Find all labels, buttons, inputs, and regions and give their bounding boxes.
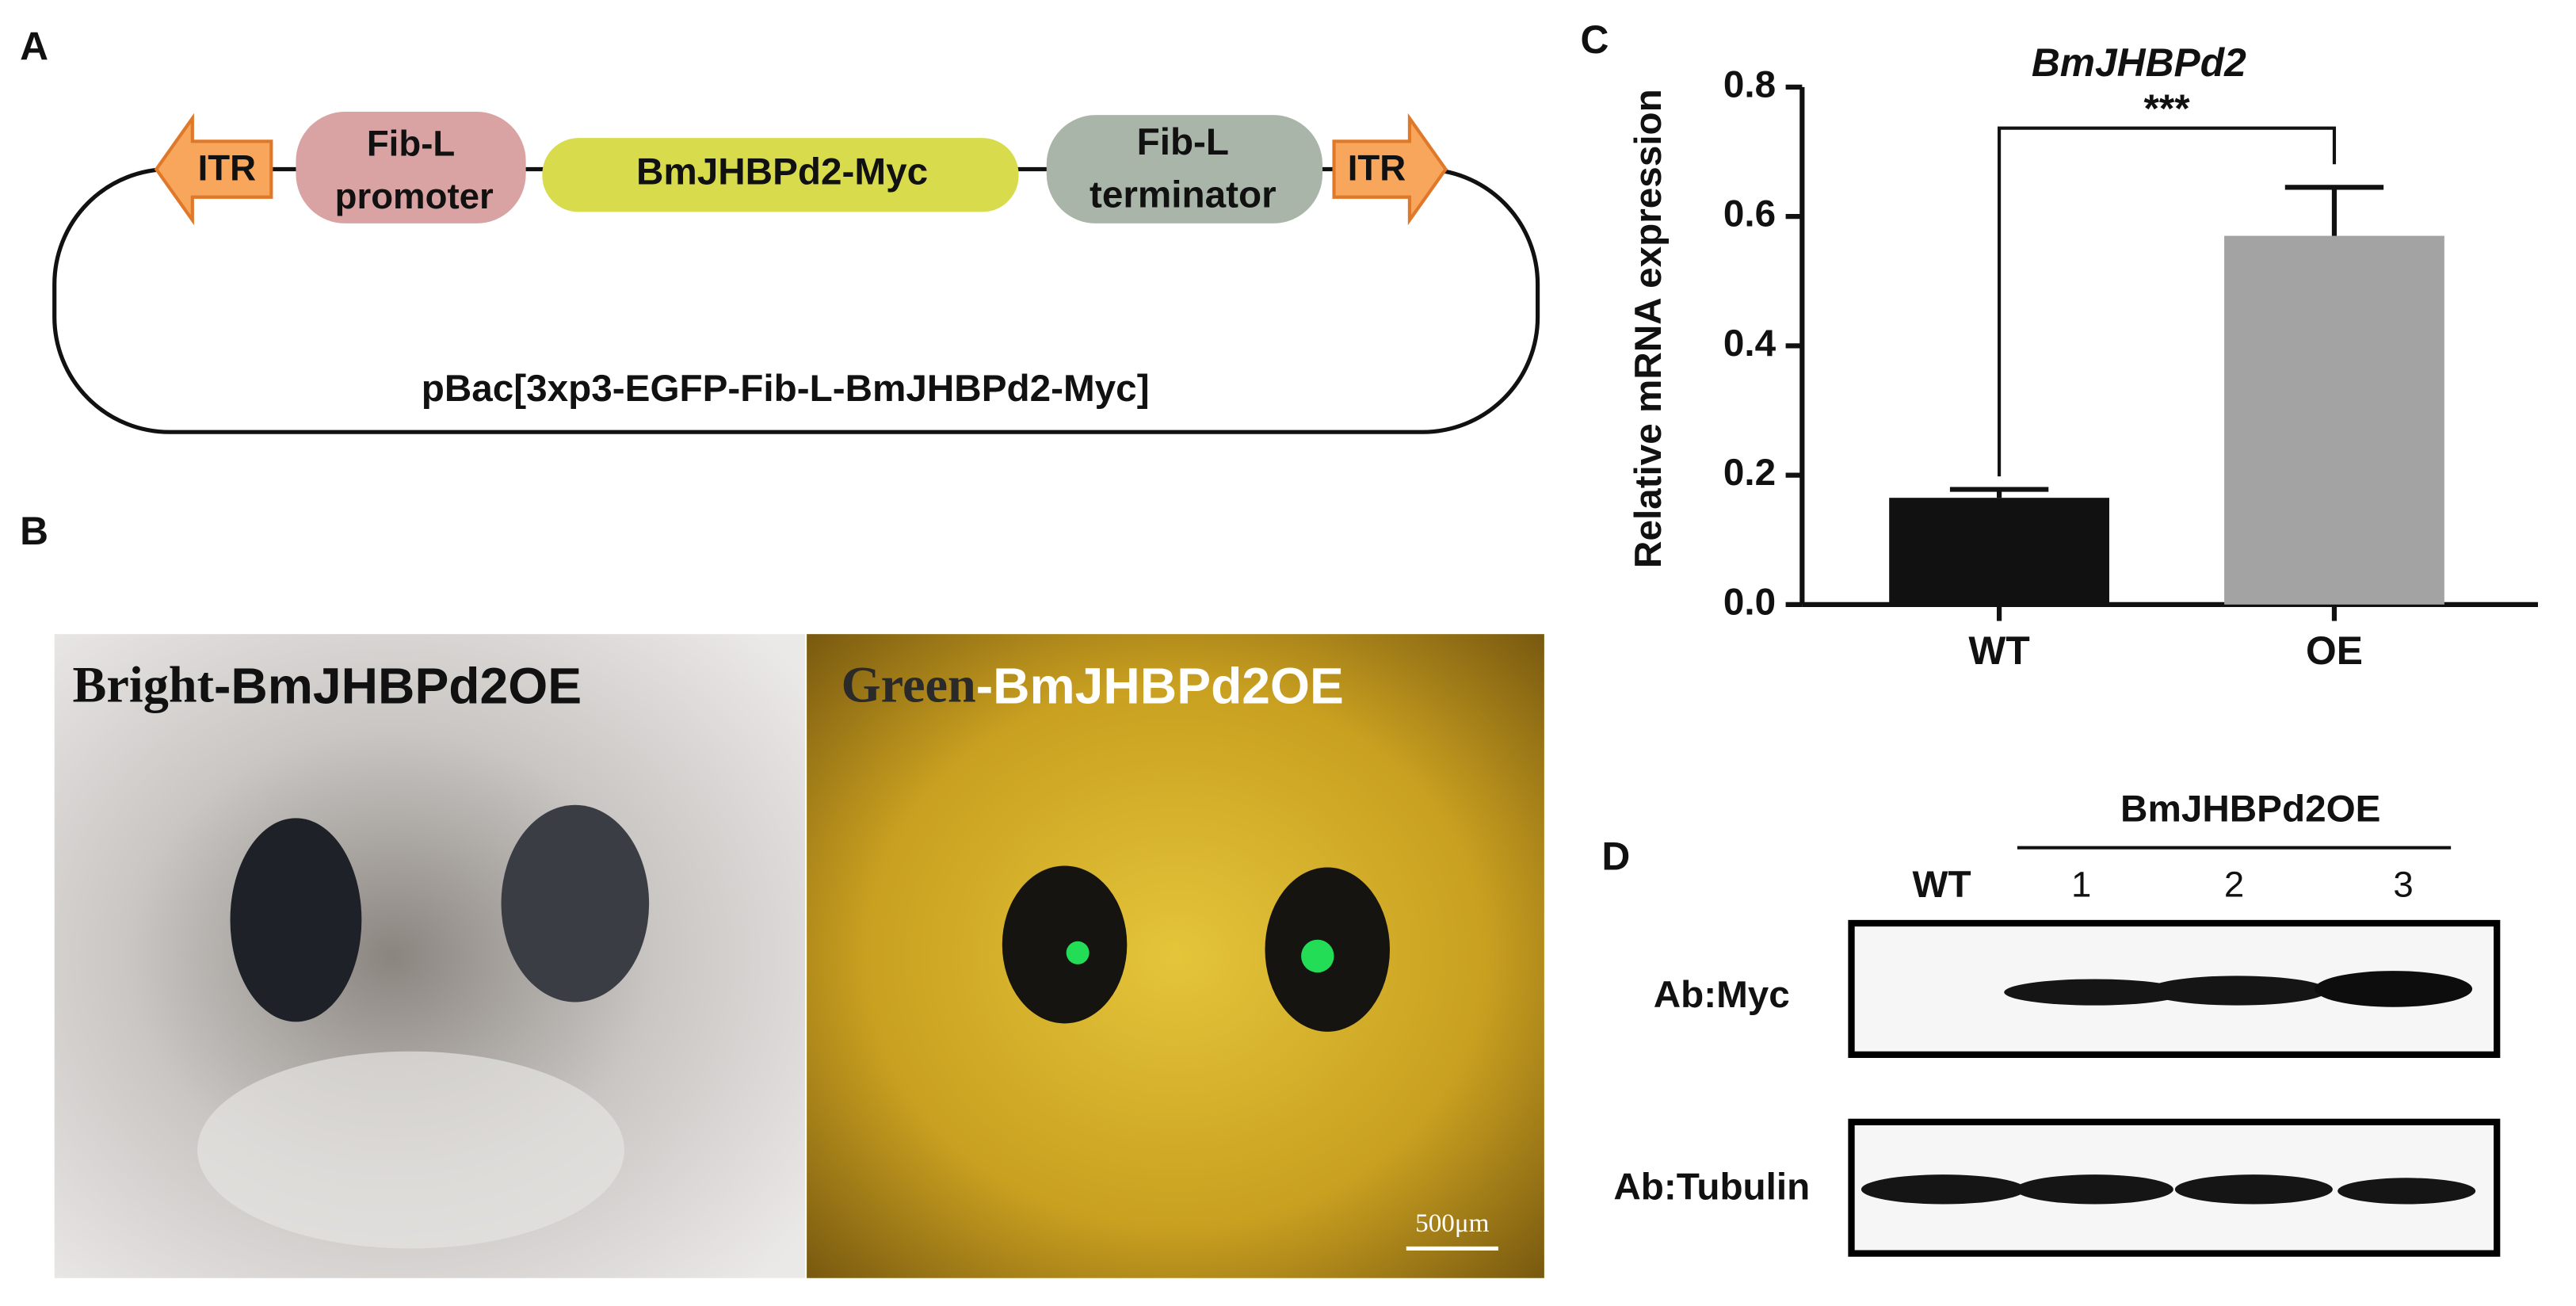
band — [2174, 1174, 2333, 1205]
panel-label: B — [20, 509, 48, 553]
terminator-label: Fib-L — [1137, 121, 1229, 163]
promoter-box — [296, 111, 526, 223]
y-tick-label: 0.4 — [1723, 323, 1776, 365]
y-axis-label: Relative mRNA expression — [1628, 89, 1670, 568]
band — [2004, 979, 2185, 1006]
lane-label: 2 — [2224, 864, 2244, 904]
photo-label-part: -BmJHBPd2OE — [214, 658, 582, 715]
photo-label: Bright-BmJHBPd2OE — [73, 656, 582, 714]
y-tick-label: 0.2 — [1723, 452, 1776, 494]
photo-label: Green-BmJHBPd2OE — [841, 656, 1344, 714]
promoter-label: Fib-L — [367, 124, 455, 164]
lane-label: WT — [1912, 864, 1971, 906]
bar — [1889, 498, 2109, 605]
band — [2337, 1178, 2476, 1205]
group-label: BmJHBPd2OE — [2120, 789, 2380, 831]
fluorescence — [1066, 941, 1090, 964]
band — [2147, 976, 2328, 1006]
promoter-label: promoter — [335, 176, 494, 216]
photo-label-part: -BmJHBPd2OE — [976, 658, 1344, 715]
band — [2015, 1174, 2173, 1205]
itr-label: ITR — [1348, 148, 1406, 189]
itr-label: ITR — [198, 148, 256, 189]
photo-label-part: Green — [841, 656, 976, 712]
y-tick-label: 0.6 — [1723, 193, 1776, 235]
chart-title: BmJHBPd2 — [2032, 40, 2246, 85]
green-photo — [807, 634, 1544, 1278]
bar-chart: BmJHBPd2 Relative mRNA expression 0.0 0.2… — [1628, 40, 2539, 673]
row-label: Ab:Myc — [1654, 974, 1790, 1016]
row-label: Ab:Tubulin — [1613, 1166, 1810, 1208]
fur — [197, 1051, 625, 1249]
y-tick-label: 0.8 — [1723, 63, 1776, 105]
itr-arrow — [1332, 113, 1448, 226]
panel-label: D — [1601, 834, 1630, 878]
x-tick-label: OE — [2306, 628, 2363, 673]
eye — [230, 818, 362, 1022]
gene-label: BmJHBPd2-Myc — [636, 151, 928, 193]
bar — [2224, 235, 2444, 605]
panel-label: C — [1580, 17, 1609, 62]
lane-label: 1 — [2071, 864, 2091, 904]
eye — [501, 804, 650, 1002]
terminator-label: terminator — [1090, 174, 1277, 216]
photo-label-part: Bright — [73, 656, 215, 712]
significance-bracket — [1998, 126, 2337, 477]
terminator-box — [1046, 115, 1323, 223]
itr-arrow — [154, 113, 273, 226]
plasmid-label: pBac[3xp3-EGFP-Fib-L-BmJHBPd2-Myc] — [422, 368, 1150, 410]
band — [2315, 971, 2473, 1007]
y-tick-label: 0.0 — [1723, 581, 1776, 623]
panel-label: A — [20, 24, 48, 68]
scale-bar-label: 500μm — [1415, 1209, 1490, 1238]
band — [1860, 1174, 2026, 1205]
fluorescence — [1301, 939, 1334, 973]
gene-box — [542, 138, 1019, 212]
significance-label: *** — [2143, 86, 2190, 131]
x-tick-label: WT — [1968, 628, 2029, 673]
eye — [1002, 865, 1128, 1024]
lane-label: 3 — [2393, 864, 2413, 904]
